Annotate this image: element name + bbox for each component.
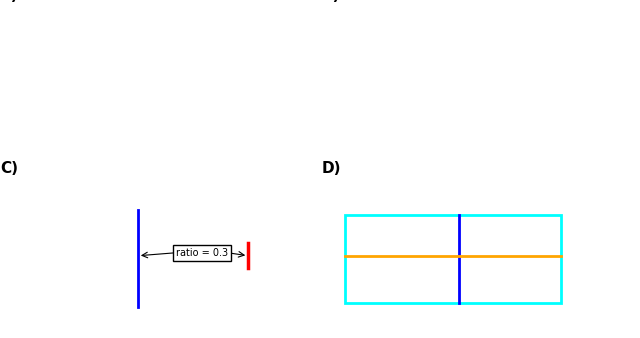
Polygon shape: [30, 218, 234, 300]
Bar: [118, 8, 125, 10]
Bar: [172, 7, 178, 9]
Bar: [175, 12, 184, 14]
Text: B): B): [321, 0, 340, 3]
Polygon shape: [351, 45, 555, 127]
Text: C): C): [0, 161, 19, 176]
Text: D): D): [321, 161, 341, 176]
Text: A): A): [0, 0, 19, 3]
Bar: [207, 19, 211, 20]
Polygon shape: [351, 218, 555, 300]
Bar: [23, 13, 36, 14]
Bar: [143, 14, 154, 16]
Bar: [171, 18, 179, 20]
Bar: [40, 5, 47, 7]
Bar: [237, 10, 247, 11]
Bar: [220, 16, 235, 18]
Bar: [104, 21, 111, 22]
Bar: [22, 144, 89, 152]
Bar: [345, 215, 561, 303]
Bar: [264, 9, 278, 10]
Bar: [188, 13, 199, 14]
Bar: [291, 14, 298, 15]
Bar: [186, 6, 196, 8]
Bar: [51, 18, 65, 20]
Bar: [53, 7, 57, 9]
Bar: [33, 16, 36, 17]
Bar: [201, 11, 214, 13]
Bar: [108, 11, 116, 12]
Bar: [118, 12, 125, 14]
Bar: [234, 20, 245, 22]
Polygon shape: [30, 45, 234, 127]
Bar: [111, 19, 119, 20]
Bar: [181, 7, 185, 9]
Bar: [135, 144, 288, 152]
Bar: [159, 17, 164, 19]
Text: ratio = 0.3: ratio = 0.3: [176, 248, 228, 258]
Bar: [113, 9, 116, 10]
Bar: [68, 19, 80, 21]
Bar: [248, 18, 255, 20]
Bar: [272, 16, 276, 17]
Bar: [294, 14, 307, 15]
